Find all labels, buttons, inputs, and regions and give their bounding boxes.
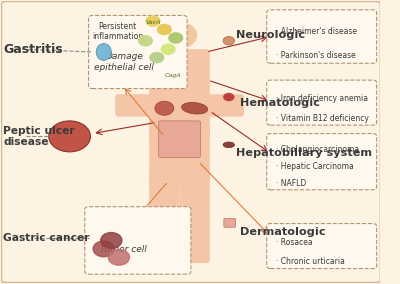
Text: · Alzheimer's disease: · Alzheimer's disease <box>276 27 357 36</box>
Ellipse shape <box>155 101 174 115</box>
Text: · Hepatic Carcinoma: · Hepatic Carcinoma <box>276 162 354 171</box>
FancyBboxPatch shape <box>180 173 210 263</box>
Circle shape <box>150 53 164 63</box>
FancyBboxPatch shape <box>85 207 191 274</box>
FancyBboxPatch shape <box>267 133 377 190</box>
FancyBboxPatch shape <box>1 1 380 283</box>
Circle shape <box>49 121 90 152</box>
FancyBboxPatch shape <box>159 121 200 157</box>
Text: · Cholangiocarcinoma: · Cholangiocarcinoma <box>276 145 359 154</box>
Text: Gastric cancer: Gastric cancer <box>3 233 90 243</box>
Text: VacA: VacA <box>146 20 161 25</box>
Circle shape <box>146 16 160 26</box>
Text: · NAFLD: · NAFLD <box>276 179 306 188</box>
Text: Hematologic: Hematologic <box>240 98 320 108</box>
FancyBboxPatch shape <box>267 224 377 269</box>
FancyBboxPatch shape <box>224 218 236 227</box>
FancyBboxPatch shape <box>149 125 210 187</box>
Circle shape <box>169 33 182 43</box>
Text: CagA: CagA <box>164 73 181 78</box>
Circle shape <box>223 93 234 101</box>
FancyBboxPatch shape <box>267 80 377 125</box>
Circle shape <box>108 249 130 265</box>
Circle shape <box>101 233 122 248</box>
Circle shape <box>161 44 175 54</box>
Text: Persistent
inflammation: Persistent inflammation <box>92 22 144 41</box>
FancyBboxPatch shape <box>149 173 180 263</box>
Text: · Chronic urticaria: · Chronic urticaria <box>276 257 345 266</box>
Text: · Rosacea: · Rosacea <box>276 238 313 247</box>
Text: Gastritis: Gastritis <box>3 43 63 56</box>
Text: Peptic ulcer
disease: Peptic ulcer disease <box>3 126 75 147</box>
FancyBboxPatch shape <box>115 94 160 117</box>
Ellipse shape <box>223 142 234 148</box>
Text: Hepatobiliary system: Hepatobiliary system <box>236 148 372 158</box>
FancyBboxPatch shape <box>88 15 187 89</box>
Text: · Parkinson's disease: · Parkinson's disease <box>276 51 356 60</box>
Text: Damage
epithelial cell: Damage epithelial cell <box>94 53 154 72</box>
Text: · Iron deficiency anemia: · Iron deficiency anemia <box>276 94 368 103</box>
Circle shape <box>93 241 114 257</box>
FancyBboxPatch shape <box>267 10 377 63</box>
Ellipse shape <box>96 43 111 60</box>
Circle shape <box>158 24 171 35</box>
Text: · Vitamin B12 deficiency: · Vitamin B12 deficiency <box>276 114 369 123</box>
Circle shape <box>138 36 152 46</box>
Text: Tumor cell: Tumor cell <box>100 245 146 254</box>
Ellipse shape <box>182 103 208 114</box>
Text: Neurologic: Neurologic <box>236 30 306 40</box>
Circle shape <box>162 22 196 48</box>
Text: Dermatologic: Dermatologic <box>240 227 326 237</box>
FancyBboxPatch shape <box>198 94 244 117</box>
FancyBboxPatch shape <box>149 49 210 139</box>
Ellipse shape <box>223 37 234 45</box>
